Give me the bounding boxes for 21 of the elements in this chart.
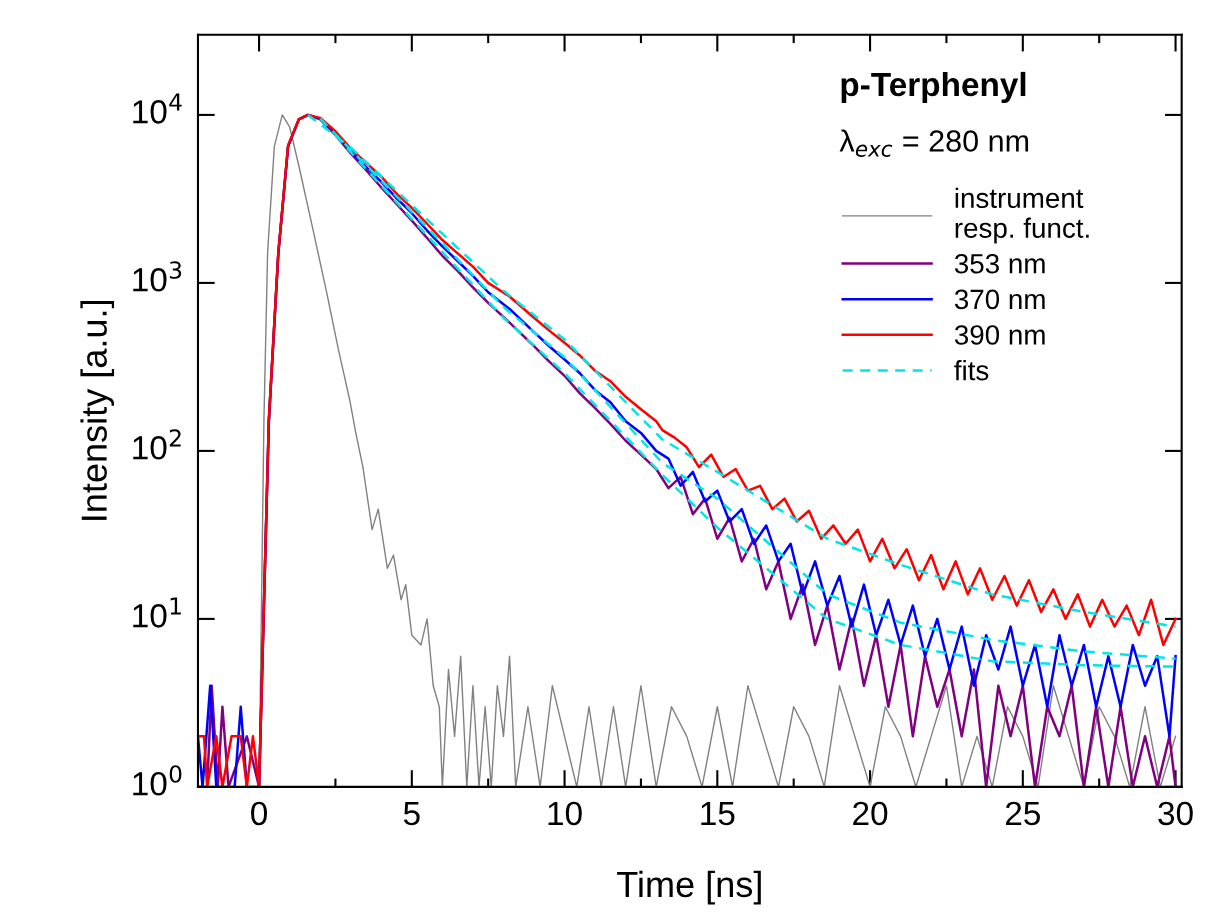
x-tick-label: 5 <box>403 802 420 826</box>
x-tick-label: 30 <box>1158 801 1193 826</box>
legend-label: instrument resp. funct. <box>955 187 1089 244</box>
annotation: λ$_{exc}$ = 280 nm <box>839 129 1029 157</box>
legend-label: 353 nm <box>954 253 1045 274</box>
y-tick-label: 10$^{1}$ <box>133 597 181 628</box>
y-tick-label: 10$^{2}$ <box>133 429 181 460</box>
y-axis-title: Intensity [a.u.] <box>80 300 115 520</box>
x-axis-title: Time [ns] <box>617 870 761 905</box>
y-tick-label: 10$^{3}$ <box>133 261 182 292</box>
x-tick-label: 0 <box>251 801 268 826</box>
legend-label: 370 nm <box>954 289 1045 310</box>
x-tick-label: 20 <box>853 801 888 826</box>
legend-title: p-Terphenyl <box>841 71 1026 103</box>
legend-label: 390 nm <box>954 325 1045 345</box>
y-tick-label: 10$^{0}$ <box>133 765 182 796</box>
legend-label: fits <box>954 360 989 381</box>
y-tick-label: 10$^{4}$ <box>133 93 182 124</box>
x-tick-label: 15 <box>701 802 735 826</box>
x-tick-label: 25 <box>1005 801 1040 826</box>
x-tick-label: 10 <box>548 801 582 826</box>
